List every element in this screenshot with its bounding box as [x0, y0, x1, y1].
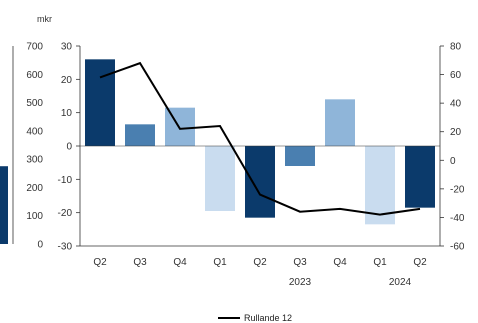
bar-q3-1: [125, 124, 155, 146]
bar-q3-5: [285, 146, 315, 166]
left-axis-tick-label: 10: [61, 108, 73, 119]
partial-left-axis-tick-label: 400: [26, 126, 43, 137]
bar-q1-7: [365, 146, 395, 225]
legend: Rullande 12: [218, 313, 292, 323]
right-axis-tick-label: -20: [450, 184, 465, 195]
left-axis-tick-label: 0: [66, 142, 72, 153]
bar-q4-6: [325, 99, 355, 146]
x-axis-label: Q3: [293, 257, 307, 268]
x-axis-label: Q2: [93, 257, 107, 268]
left-axis-tick-label: -20: [58, 208, 73, 219]
right-axis-tick-label: 40: [450, 99, 462, 110]
partial-left-axis-tick-label: 300: [26, 155, 43, 166]
x-axis-label: Q1: [213, 257, 227, 268]
partial-left-axis-tick-label: 200: [26, 183, 43, 194]
right-axis-tick-label: -40: [450, 213, 465, 224]
year-label: 2024: [389, 277, 412, 288]
left-axis-tick-label: 30: [61, 42, 73, 53]
unit-label: mkr: [37, 14, 52, 24]
right-axis-ticks: 80 60 40 20 0 -20 -40 -60: [440, 42, 465, 253]
bar-q2-8: [405, 146, 435, 208]
partial-left-axis-tick-label: 600: [26, 70, 43, 81]
left-axis-tick-label: -10: [58, 175, 73, 186]
partial-left-axis-tick-label: 0: [37, 240, 43, 251]
left-axis-tick-label: 20: [61, 75, 73, 86]
x-axis-label: Q2: [413, 257, 427, 268]
bar-q1-3: [205, 146, 235, 211]
rullande-12-line: [99, 61, 421, 216]
right-axis-tick-label: 0: [450, 156, 456, 167]
partial-left-bar: [0, 166, 8, 244]
right-axis-tick-label: 80: [450, 42, 462, 53]
bar-series: [85, 59, 435, 225]
right-axis-tick-label: 20: [450, 127, 462, 138]
partial-left-axis-tick-label: 700: [26, 42, 43, 53]
x-axis-label: Q1: [373, 257, 387, 268]
year-label: 2023: [289, 277, 312, 288]
partial-left-axis-tick-label: 100: [26, 211, 43, 222]
partial-left-axis-ticks: 700 600 500 400 300 200 100 0: [26, 42, 43, 251]
left-axis-ticks: 30 20 10 0 -10 -20 -30: [58, 42, 80, 253]
legend-label: Rullande 12: [244, 313, 292, 323]
bar-q2-0: [85, 59, 115, 147]
x-axis-label: Q4: [173, 257, 187, 268]
partial-left-axis-tick-label: 500: [26, 98, 43, 109]
bar-q2-4: [245, 146, 275, 218]
right-axis-tick-label: 60: [450, 70, 462, 81]
year-labels: 2023 2024: [289, 277, 412, 288]
x-axis-label: Q3: [133, 257, 147, 268]
x-axis-label: Q4: [333, 257, 347, 268]
x-axis-labels: Q2 Q3 Q4 Q1 Q2 Q3 Q4 Q1 Q2: [93, 257, 427, 268]
left-axis-tick-label: -30: [58, 242, 73, 253]
x-axis-label: Q2: [253, 257, 267, 268]
right-axis-tick-label: -60: [450, 242, 465, 253]
